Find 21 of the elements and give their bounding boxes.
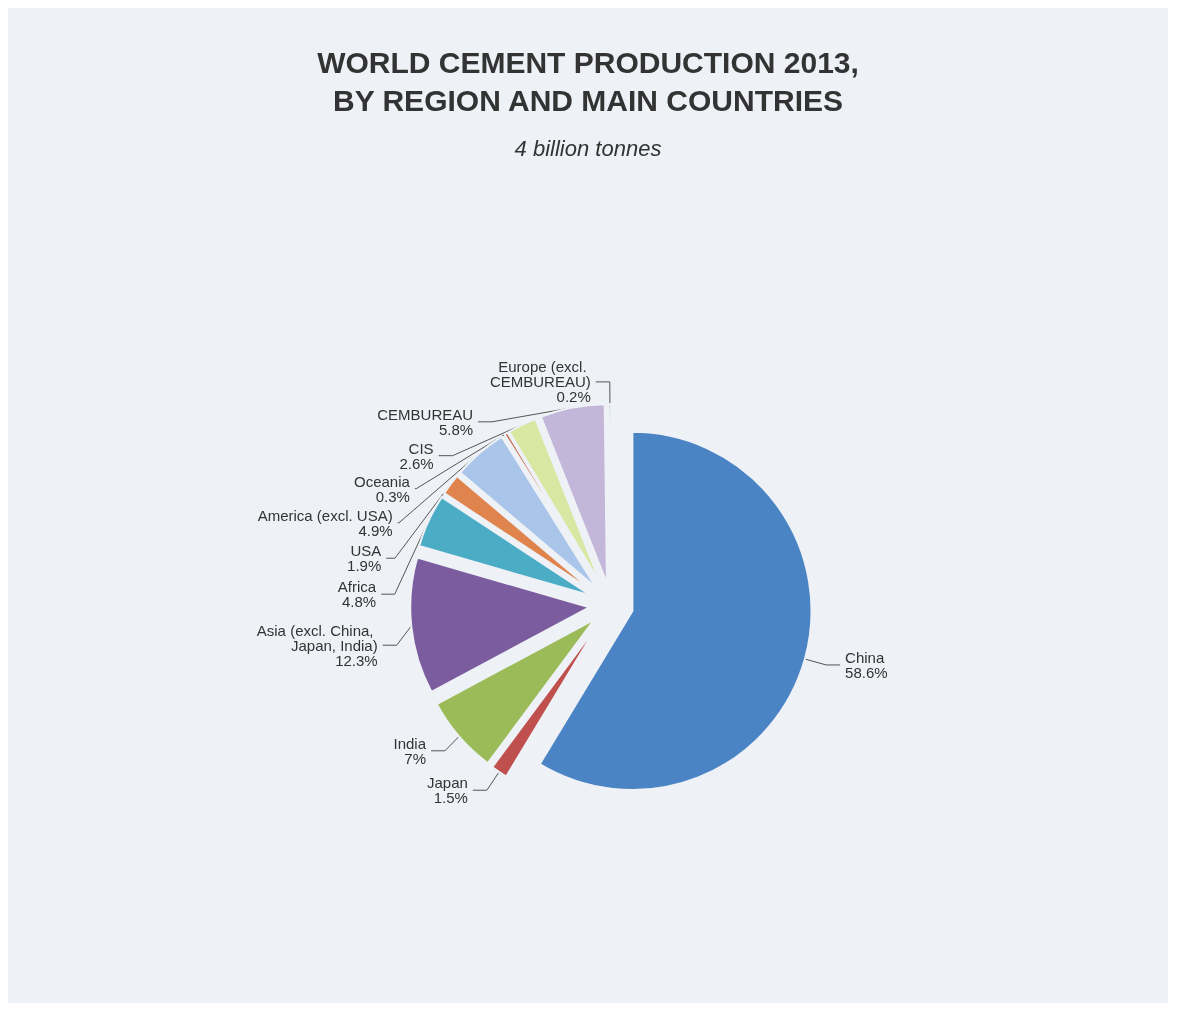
data-label: 2.6% [399,454,434,472]
slice-label: CEMBUREAU [377,405,474,423]
data-label: 0.3% [375,487,410,505]
slice-label: Oceania [353,472,411,490]
slice-label: India [393,734,427,752]
data-label: 1.9% [347,557,382,575]
chart-subtitle: 4 billion tonnes [514,135,662,161]
data-label: 5.8% [438,420,474,438]
slice-label: USA [350,542,382,560]
slice-label: Africa [337,578,377,596]
slice-label: Japan [426,774,468,792]
data-label: 1.5% [433,789,468,807]
slice-label: China [845,648,885,666]
chart-title: WORLD CEMENT PRODUCTION 2013, BY REGION AND MAIN COUNTRIES [317,45,859,117]
slice-label: Asia (excl. China, Japan, India) [256,621,378,654]
data-label: 7% [404,749,427,767]
slice-label: Europe (excl. CEMBUREAU) [489,358,591,391]
slice-label: America (excl. USA) [257,506,393,524]
data-label: 58.6% [845,663,888,681]
data-label: 4.8% [341,593,377,611]
slice-label: CIS [408,439,434,457]
